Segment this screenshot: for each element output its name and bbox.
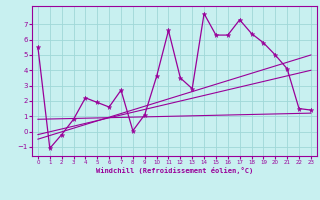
X-axis label: Windchill (Refroidissement éolien,°C): Windchill (Refroidissement éolien,°C) bbox=[96, 167, 253, 174]
